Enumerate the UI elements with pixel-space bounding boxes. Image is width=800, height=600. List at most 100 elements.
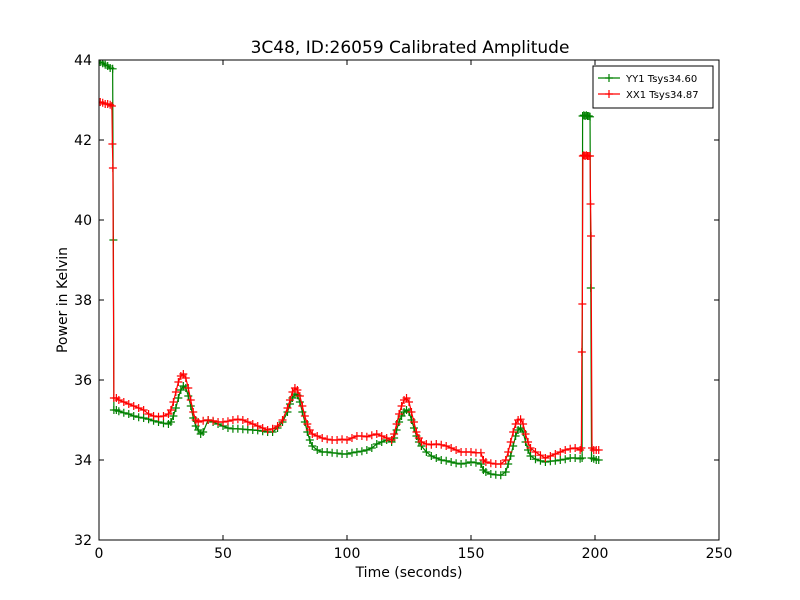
data-point: [452, 446, 461, 454]
data-point: [318, 434, 327, 442]
data-point: [233, 415, 242, 424]
legend-marker: [605, 90, 613, 98]
legend: YY1 Tsys34.60 XX1 Tsys34.87: [592, 65, 714, 109]
x-tick-label: 100: [334, 546, 361, 562]
legend-label: XX1 Tsys34.87: [626, 90, 699, 101]
data-point: [551, 450, 560, 458]
series-layer: [99, 60, 603, 480]
data-point: [392, 420, 401, 428]
data-point: [556, 456, 565, 464]
data-point: [134, 413, 143, 422]
data-point: [422, 448, 431, 456]
data-point: [149, 412, 158, 420]
data-point: [457, 460, 466, 468]
data-point: [442, 442, 451, 450]
data-point: [541, 454, 550, 462]
data-point: [501, 468, 510, 476]
data-point: [521, 430, 530, 438]
data-point: [238, 416, 247, 424]
data-point: [194, 418, 203, 426]
y-tick-label: 40: [74, 213, 92, 229]
data-point: [437, 440, 446, 449]
data-point: [357, 447, 366, 456]
data-point: [412, 428, 421, 436]
data-point: [169, 412, 178, 420]
data-point: [387, 436, 396, 444]
legend-entry: YY1 Tsys34.60: [598, 74, 697, 85]
data-point: [577, 348, 586, 356]
data-point: [594, 446, 603, 454]
legend-label: YY1 Tsys34.60: [625, 74, 697, 85]
data-point: [199, 416, 208, 425]
data-point: [166, 418, 175, 426]
data-point: [189, 408, 198, 416]
data-point: [576, 454, 585, 463]
data-point: [357, 432, 366, 440]
data-point: [184, 384, 193, 392]
data-point: [352, 448, 361, 456]
legend-marker: [605, 74, 613, 82]
data-point: [223, 424, 232, 432]
data-point: [566, 444, 575, 453]
data-point: [305, 436, 314, 444]
data-point: [486, 459, 495, 468]
data-point: [293, 386, 302, 394]
data-point: [166, 406, 175, 414]
series-2: [99, 98, 603, 468]
data-point: [343, 450, 351, 458]
data-point: [362, 432, 371, 441]
y-tick-label: 38: [74, 293, 92, 309]
data-point: [447, 458, 456, 466]
chart-title: 3C48, ID:26059 Calibrated Amplitude: [251, 38, 570, 58]
data-point: [516, 415, 525, 424]
data-point: [467, 448, 475, 456]
axis-ticks: 0 50 100 150 200 250 32 34 36 38 40 42 44: [74, 53, 732, 562]
data-point: [578, 454, 587, 462]
data-point: [372, 440, 381, 448]
data-point: [300, 412, 309, 420]
data-point: [333, 436, 342, 444]
data-point: [390, 430, 399, 438]
y-tick-label: 32: [74, 533, 92, 549]
data-point: [471, 458, 480, 467]
data-point: [129, 412, 138, 420]
data-point: [481, 468, 490, 476]
data-point: [181, 374, 190, 382]
y-tick-label: 44: [74, 53, 92, 69]
data-point: [524, 438, 533, 446]
data-point: [584, 112, 593, 120]
data-point: [447, 444, 456, 452]
data-point: [577, 444, 586, 452]
data-point: [422, 440, 431, 448]
data-point: [144, 410, 153, 418]
data-point: [481, 458, 490, 466]
data-point: [462, 459, 471, 468]
data-point: [588, 444, 597, 452]
data-point: [372, 430, 381, 438]
data-point: [263, 426, 272, 434]
data-point: [283, 404, 292, 412]
data-point: [248, 420, 257, 428]
data-point: [362, 446, 371, 454]
data-point: [171, 404, 180, 412]
y-tick-label: 36: [74, 373, 92, 389]
data-point: [587, 232, 596, 240]
data-point: [427, 452, 436, 460]
data-point: [114, 407, 123, 416]
data-point: [154, 412, 163, 421]
x-tick-label: 0: [95, 546, 104, 562]
data-point: [108, 64, 117, 73]
data-point: [407, 408, 416, 416]
data-point: [347, 448, 356, 457]
data-point: [223, 417, 232, 426]
data-point: [204, 416, 213, 424]
data-point: [273, 422, 282, 430]
data-point: [536, 451, 545, 460]
data-point: [526, 452, 535, 460]
data-point: [119, 398, 128, 406]
data-point: [437, 456, 446, 464]
x-tick-label: 150: [458, 546, 485, 562]
data-point: [323, 448, 332, 456]
data-point: [186, 396, 195, 404]
data-point: [106, 100, 115, 109]
